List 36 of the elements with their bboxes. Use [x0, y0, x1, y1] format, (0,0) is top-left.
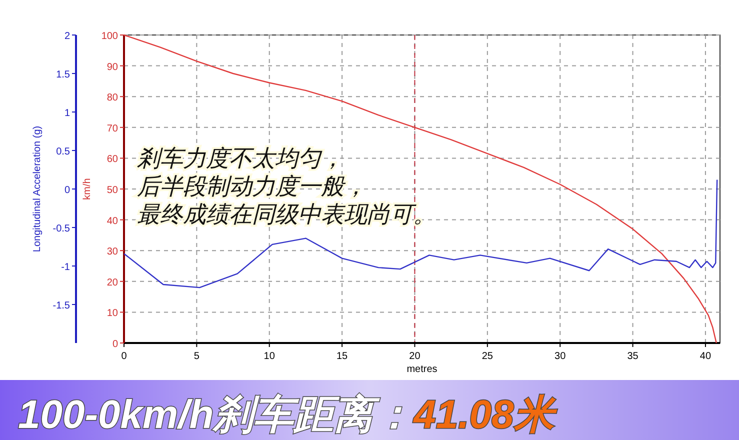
annotation: 剎车力度不太均匀， — [137, 145, 344, 171]
y2-tick-label: 60 — [106, 154, 118, 166]
x-tick-label: 40 — [700, 351, 712, 362]
x-tick-label: 0 — [121, 351, 128, 362]
y-tick-label: 1 — [64, 108, 70, 119]
text: 100-0km/h刹车距离： — [18, 393, 414, 437]
y2-tick-label: 50 — [106, 185, 118, 196]
y2-tick-label: 10 — [106, 308, 118, 320]
x-tick-label: 10 — [264, 351, 276, 362]
y2-tick-label: 40 — [106, 216, 118, 227]
y-tick-label: -1.5 — [52, 300, 70, 312]
y2-axis-title: km/h — [82, 178, 93, 200]
y-axis-title: Longitudinal Acceleration (g) — [32, 126, 43, 252]
y-tick-label: 1.5 — [56, 70, 70, 80]
y-tick-label: 0 — [64, 185, 70, 196]
y2-tick-label: 70 — [106, 123, 118, 134]
annotation: 最终成绩在同级中表现尚可。 — [137, 201, 436, 227]
y-tick-label: -1 — [61, 262, 70, 273]
x-tick-label: 20 — [409, 351, 421, 362]
y2-tick-label: 80 — [106, 92, 118, 104]
x-tick-label: 30 — [554, 351, 566, 362]
y-tick-label: 0.5 — [56, 146, 70, 158]
x-tick-label: 15 — [336, 351, 348, 362]
y2-tick-label: 0 — [112, 339, 118, 350]
x-axis-title: metres — [406, 364, 438, 375]
y2-tick-label: 20 — [106, 277, 118, 288]
x-tick-label: 25 — [482, 351, 494, 362]
x-tick-label: 35 — [627, 351, 639, 362]
y-tick-label: -0.5 — [52, 224, 70, 234]
y2-tick-label: 100 — [101, 31, 118, 42]
text: 41.08米 — [412, 393, 558, 437]
y2-tick-label: 90 — [106, 62, 118, 73]
y2-tick-label: 30 — [106, 246, 118, 258]
y-tick-label: 2 — [64, 31, 70, 42]
annotation: 后半段制动力度一般， — [137, 173, 367, 199]
x-tick-label: 5 — [194, 351, 200, 362]
